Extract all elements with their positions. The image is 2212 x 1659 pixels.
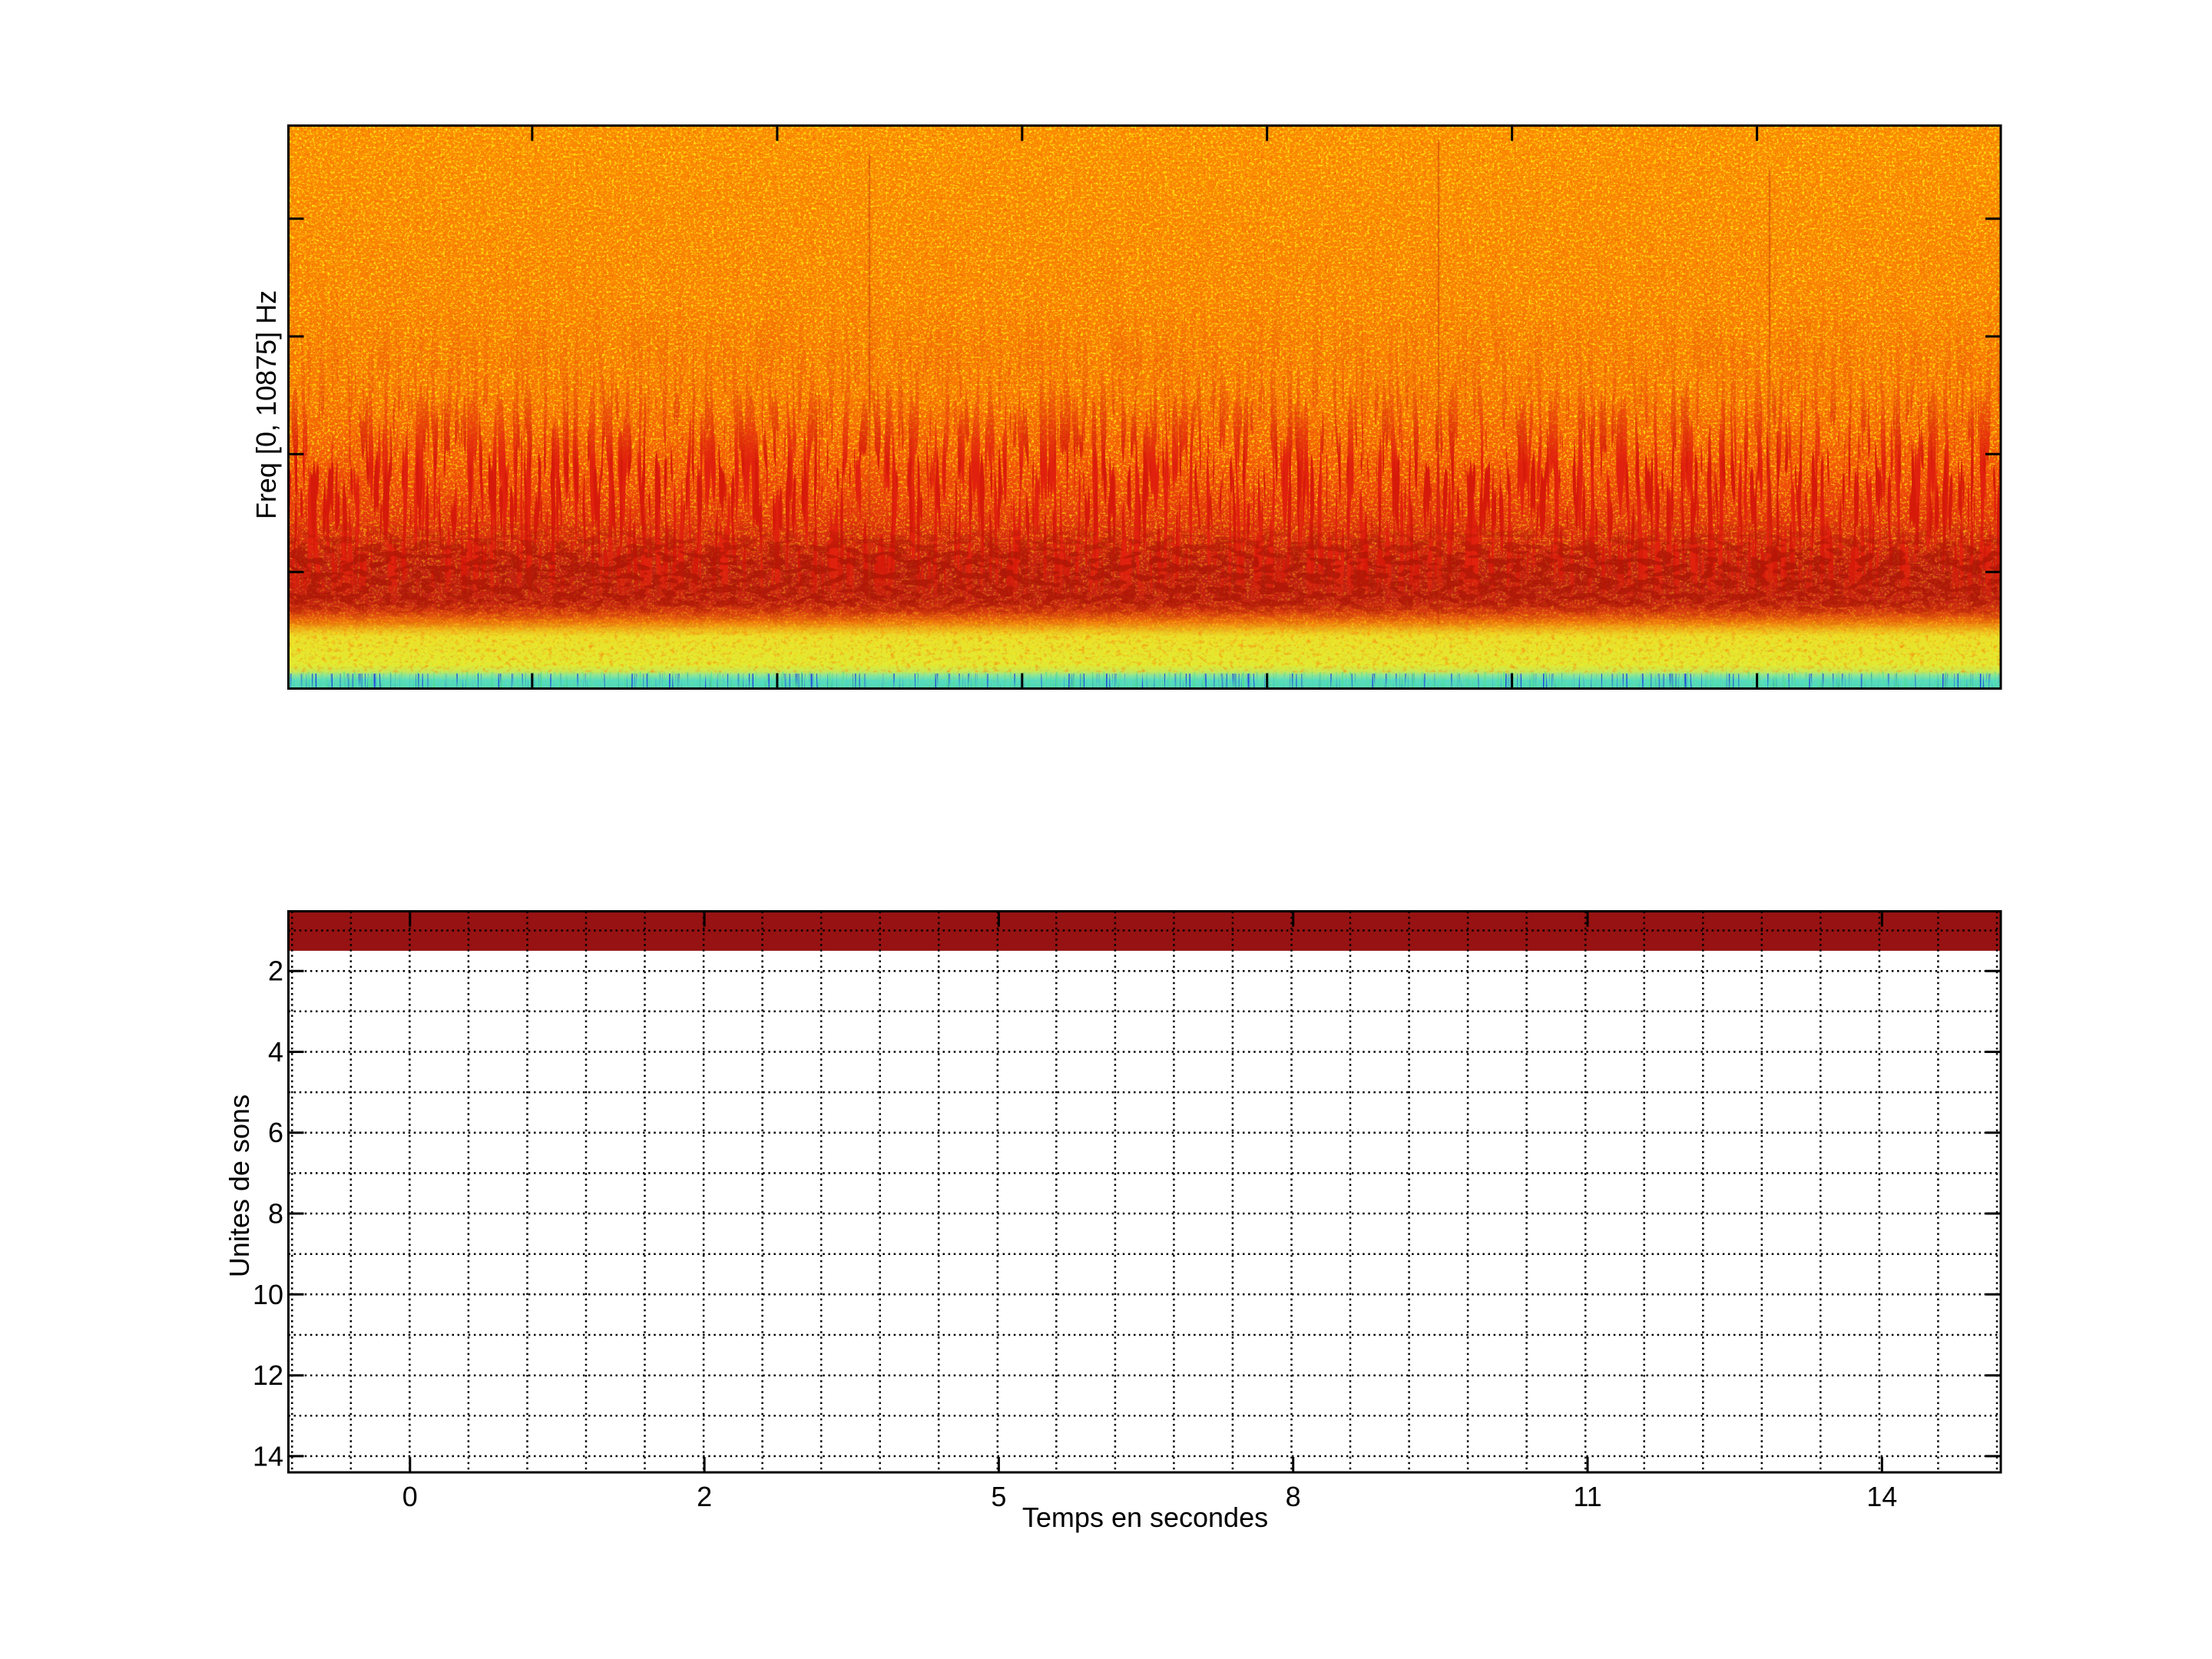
svg-text:8: 8 [1286, 1481, 1301, 1512]
svg-text:12: 12 [253, 1359, 283, 1391]
svg-text:Freq [0, 10875] Hz: Freq [0, 10875] Hz [250, 290, 282, 519]
svg-text:14: 14 [1866, 1481, 1897, 1512]
svg-text:11: 11 [1573, 1481, 1601, 1512]
svg-text:Unites de sons: Unites de sons [224, 1094, 255, 1277]
svg-text:Temps en secondes: Temps en secondes [1022, 1502, 1268, 1533]
svg-text:4: 4 [268, 1036, 283, 1068]
svg-text:10: 10 [253, 1279, 283, 1310]
svg-text:5: 5 [991, 1481, 1006, 1512]
svg-text:14: 14 [253, 1440, 283, 1472]
svg-text:8: 8 [268, 1198, 283, 1230]
svg-text:2: 2 [268, 955, 283, 987]
svg-text:6: 6 [268, 1117, 283, 1148]
svg-text:2: 2 [697, 1481, 712, 1512]
svg-text:0: 0 [402, 1481, 418, 1512]
